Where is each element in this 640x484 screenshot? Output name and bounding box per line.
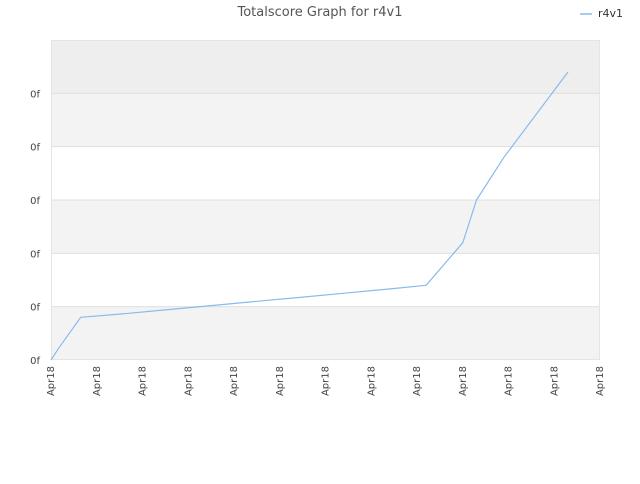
- x-tick-label: Apr18: [321, 366, 332, 396]
- series-layer: [50, 71, 569, 361]
- plot-band: [51, 200, 600, 254]
- x-axis-ticks: Apr18 Apr18 Apr18 Apr18 Apr18 Apr18 Apr18 Apr18…: [46, 366, 606, 396]
- y-tick-label: 0f: [30, 249, 40, 260]
- x-tick-label: Apr18: [412, 366, 423, 396]
- x-tick-label: Apr18: [458, 366, 469, 396]
- x-tick-label: Apr18: [229, 366, 240, 396]
- plot-band: [51, 146, 600, 200]
- y-tick-label: 0f: [30, 143, 40, 154]
- plot-band: [51, 253, 600, 307]
- plot-band: [51, 306, 600, 360]
- x-tick-label: Apr18: [595, 366, 606, 396]
- y-tick-label: 0f: [30, 356, 40, 367]
- x-tick-label: Apr18: [92, 366, 103, 396]
- grid-lines: [51, 40, 600, 360]
- x-tick-label: Apr18: [275, 366, 286, 396]
- y-tick-label: 0f: [30, 196, 40, 207]
- series-line-r4v1: [50, 71, 569, 361]
- plot-frame: [51, 40, 600, 360]
- x-tick-label: Apr18: [366, 366, 377, 396]
- legend-label-r4v1: r4v1: [598, 7, 623, 20]
- x-tick-label: Apr18: [504, 366, 515, 396]
- y-tick-label: 0f: [30, 89, 40, 100]
- chart-title: Totalscore Graph for r4v1: [236, 5, 402, 20]
- legend: r4v1: [580, 7, 623, 20]
- plot-bands: [51, 40, 600, 360]
- plot-band-top: [51, 40, 600, 94]
- y-axis-ticks: 0f 0f 0f 0f 0f 0f: [30, 89, 40, 367]
- x-tick-label: Apr18: [549, 366, 560, 396]
- y-tick-label: 0f: [30, 303, 40, 314]
- x-tick-label: Apr18: [183, 366, 194, 396]
- plot-band: [51, 93, 600, 147]
- x-tick-label: Apr18: [46, 366, 57, 396]
- x-tick-label: Apr18: [138, 366, 149, 396]
